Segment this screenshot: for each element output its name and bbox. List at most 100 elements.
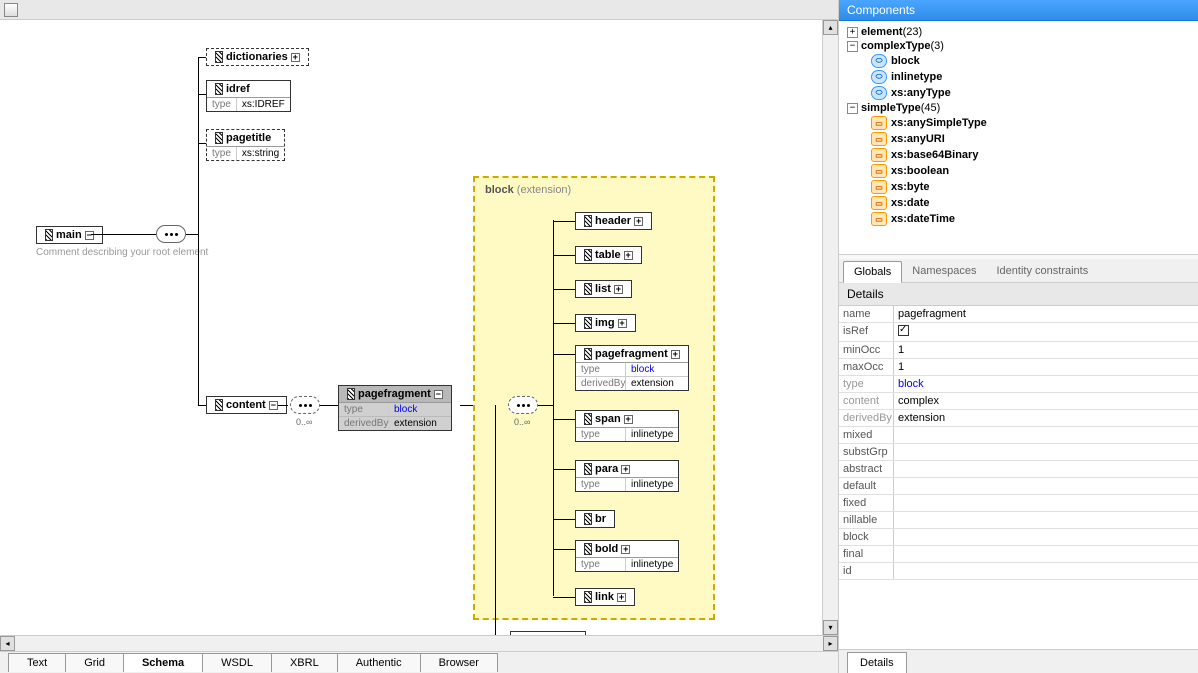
detail-row[interactable]: contentcomplex (839, 393, 1198, 410)
expand-icon[interactable]: + (621, 465, 630, 474)
prop-val: xs:string (237, 147, 284, 160)
sequence-connector[interactable] (508, 396, 538, 414)
detail-row[interactable]: typeblock (839, 376, 1198, 393)
element-icon (584, 543, 592, 555)
tree-label: xs:dateTime (891, 213, 955, 225)
horizontal-scrollbar[interactable]: ◂ ▸ (0, 635, 838, 651)
node-idref[interactable]: idref typexs:IDREF (206, 80, 291, 112)
scroll-right-button[interactable]: ▸ (823, 636, 838, 651)
collapse-icon[interactable]: − (269, 401, 278, 410)
detail-row[interactable]: maxOcc1 (839, 359, 1198, 376)
details-tab[interactable]: Details (847, 652, 907, 673)
node-para[interactable]: para+typeinlinetype (575, 460, 679, 492)
view-tab-authentic[interactable]: Authentic (337, 653, 421, 672)
detail-value (894, 512, 1198, 528)
main-comment: Comment describing your root element (36, 247, 208, 258)
tree-item[interactable]: ⬭block (841, 53, 1196, 69)
tree-item[interactable]: −complexType (3) (841, 39, 1196, 53)
view-tab-xbrl[interactable]: XBRL (271, 653, 338, 672)
prop-key: type (576, 363, 626, 376)
tree-item[interactable]: −simpleType (45) (841, 101, 1196, 115)
view-tab-browser[interactable]: Browser (420, 653, 498, 672)
expand-icon[interactable]: + (671, 350, 680, 359)
node-table[interactable]: table+ (575, 246, 642, 264)
detail-row[interactable]: id (839, 563, 1198, 580)
complextype-icon: ⬭ (871, 70, 887, 84)
node-list[interactable]: list+ (575, 280, 632, 298)
tree-item[interactable]: ▭xs:dateTime (841, 211, 1196, 227)
tree-item[interactable]: ▭xs:boolean (841, 163, 1196, 179)
tree-label: simpleType (861, 102, 921, 114)
detail-value (894, 563, 1198, 579)
detail-row[interactable]: final (839, 546, 1198, 563)
element-icon (584, 591, 592, 603)
detail-key: fixed (839, 495, 894, 511)
collapse-icon[interactable]: − (85, 231, 94, 240)
node-img[interactable]: img+ (575, 314, 636, 332)
detail-row[interactable]: abstract (839, 461, 1198, 478)
scroll-up-button[interactable]: ▴ (823, 20, 838, 35)
detail-row[interactable]: isRef (839, 323, 1198, 342)
tab-identity-constraints[interactable]: Identity constraints (987, 261, 1099, 282)
expand-icon[interactable]: + (634, 217, 643, 226)
expand-icon[interactable]: + (847, 27, 858, 38)
detail-key: final (839, 546, 894, 562)
detail-row[interactable]: fixed (839, 495, 1198, 512)
detail-row[interactable]: mixed (839, 427, 1198, 444)
node-main[interactable]: main− (36, 226, 103, 244)
expand-icon[interactable]: + (624, 415, 633, 424)
expand-icon[interactable]: − (847, 41, 858, 52)
detail-row[interactable]: derivedByextension (839, 410, 1198, 427)
tree-item[interactable]: +element (23) (841, 25, 1196, 39)
node-header[interactable]: header+ (575, 212, 652, 230)
scroll-left-button[interactable]: ◂ (0, 636, 15, 651)
node-span[interactable]: span+typeinlinetype (575, 410, 679, 442)
tree-item[interactable]: ▭xs:anyURI (841, 131, 1196, 147)
tree-label: block (891, 55, 920, 67)
checkbox-icon[interactable] (898, 325, 909, 336)
node-pagefragment-selected[interactable]: pagefragment− typeblock derivedByextensi… (338, 385, 452, 431)
view-tab-text[interactable]: Text (8, 653, 66, 672)
node-br[interactable]: br (575, 510, 615, 528)
expand-icon[interactable]: + (621, 545, 630, 554)
tree-item[interactable]: ▭xs:byte (841, 179, 1196, 195)
scroll-down-button[interactable]: ▾ (823, 620, 838, 635)
node-dictionaries[interactable]: dictionaries+ (206, 48, 309, 66)
detail-row[interactable]: block (839, 529, 1198, 546)
expand-icon[interactable]: + (614, 285, 623, 294)
detail-row[interactable]: nillable (839, 512, 1198, 529)
tree-item[interactable]: ▭xs:anySimpleType (841, 115, 1196, 131)
tree-label: xs:base64Binary (891, 149, 978, 161)
expand-icon[interactable]: + (291, 53, 300, 62)
content-label: content (226, 399, 266, 411)
node-content[interactable]: content− (206, 396, 287, 414)
expand-icon[interactable]: + (617, 593, 626, 602)
detail-row[interactable]: default (839, 478, 1198, 495)
sequence-connector[interactable] (156, 225, 186, 243)
grid-toggle-icon[interactable] (4, 3, 18, 17)
sequence-connector[interactable] (290, 396, 320, 414)
tab-globals[interactable]: Globals (843, 261, 902, 283)
view-tab-grid[interactable]: Grid (65, 653, 124, 672)
element-icon (584, 413, 592, 425)
tab-namespaces[interactable]: Namespaces (902, 261, 986, 282)
tree-item[interactable]: ⬭xs:anyType (841, 85, 1196, 101)
view-tab-schema[interactable]: Schema (123, 653, 203, 672)
detail-value (894, 461, 1198, 477)
collapse-icon[interactable]: − (434, 390, 443, 399)
node-pagetitle[interactable]: pagetitle typexs:string (206, 129, 285, 161)
node-pagefragment[interactable]: pagefragment+typeblockderivedByextension (575, 345, 689, 391)
vertical-scrollbar[interactable]: ▴ ▾ (822, 20, 838, 635)
tree-item[interactable]: ▭xs:base64Binary (841, 147, 1196, 163)
view-tab-wsdl[interactable]: WSDL (202, 653, 272, 672)
expand-icon[interactable]: − (847, 103, 858, 114)
detail-row[interactable]: minOcc1 (839, 342, 1198, 359)
expand-icon[interactable]: + (618, 319, 627, 328)
detail-row[interactable]: substGrp (839, 444, 1198, 461)
tree-item[interactable]: ▭xs:date (841, 195, 1196, 211)
expand-icon[interactable]: + (624, 251, 633, 260)
tree-item[interactable]: ⬭inlinetype (841, 69, 1196, 85)
node-link[interactable]: link+ (575, 588, 635, 606)
node-bold[interactable]: bold+typeinlinetype (575, 540, 679, 572)
detail-row[interactable]: namepagefragment (839, 306, 1198, 323)
